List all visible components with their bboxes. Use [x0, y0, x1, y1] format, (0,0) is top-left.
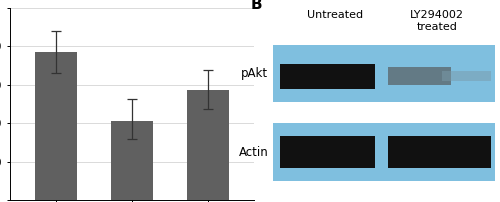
Text: Actin: Actin: [238, 145, 268, 159]
FancyBboxPatch shape: [273, 45, 495, 102]
FancyBboxPatch shape: [280, 64, 375, 89]
Text: pAkt: pAkt: [242, 67, 268, 80]
Text: LY294002
treated: LY294002 treated: [410, 10, 465, 32]
Bar: [188, 90, 230, 200]
Text: B: B: [250, 0, 262, 12]
FancyBboxPatch shape: [388, 67, 450, 85]
FancyBboxPatch shape: [388, 136, 490, 168]
Text: Untreated: Untreated: [307, 10, 363, 20]
FancyBboxPatch shape: [280, 136, 375, 168]
Bar: [35, 52, 77, 200]
FancyBboxPatch shape: [442, 71, 490, 81]
FancyBboxPatch shape: [273, 123, 495, 181]
Bar: [111, 121, 153, 200]
